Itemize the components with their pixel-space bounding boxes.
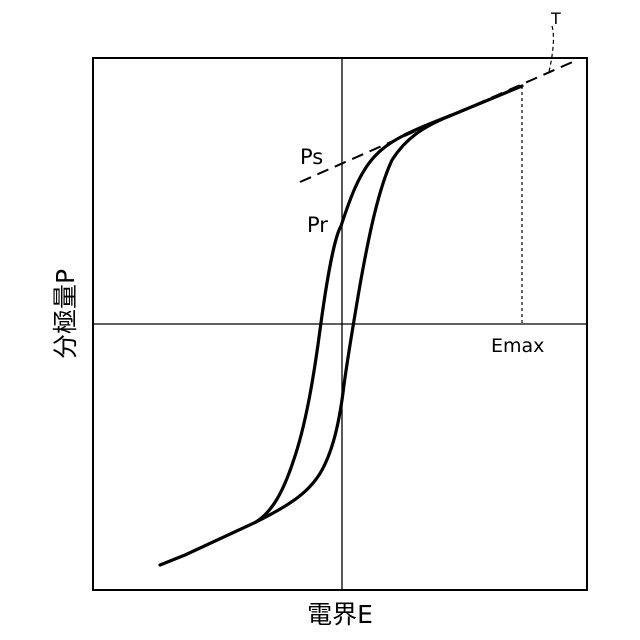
emax-label: Emax <box>491 335 544 357</box>
tangent-label-leader <box>549 26 553 72</box>
tangent-label: T <box>550 9 561 28</box>
pr-label: Pr <box>307 213 328 237</box>
hysteresis-right-branch <box>256 115 452 522</box>
ps-label: Ps <box>300 145 323 169</box>
y-axis-title: 分極量P <box>51 269 80 359</box>
x-axis-title: 電界E <box>307 600 373 629</box>
hysteresis-left-branch <box>160 86 522 565</box>
